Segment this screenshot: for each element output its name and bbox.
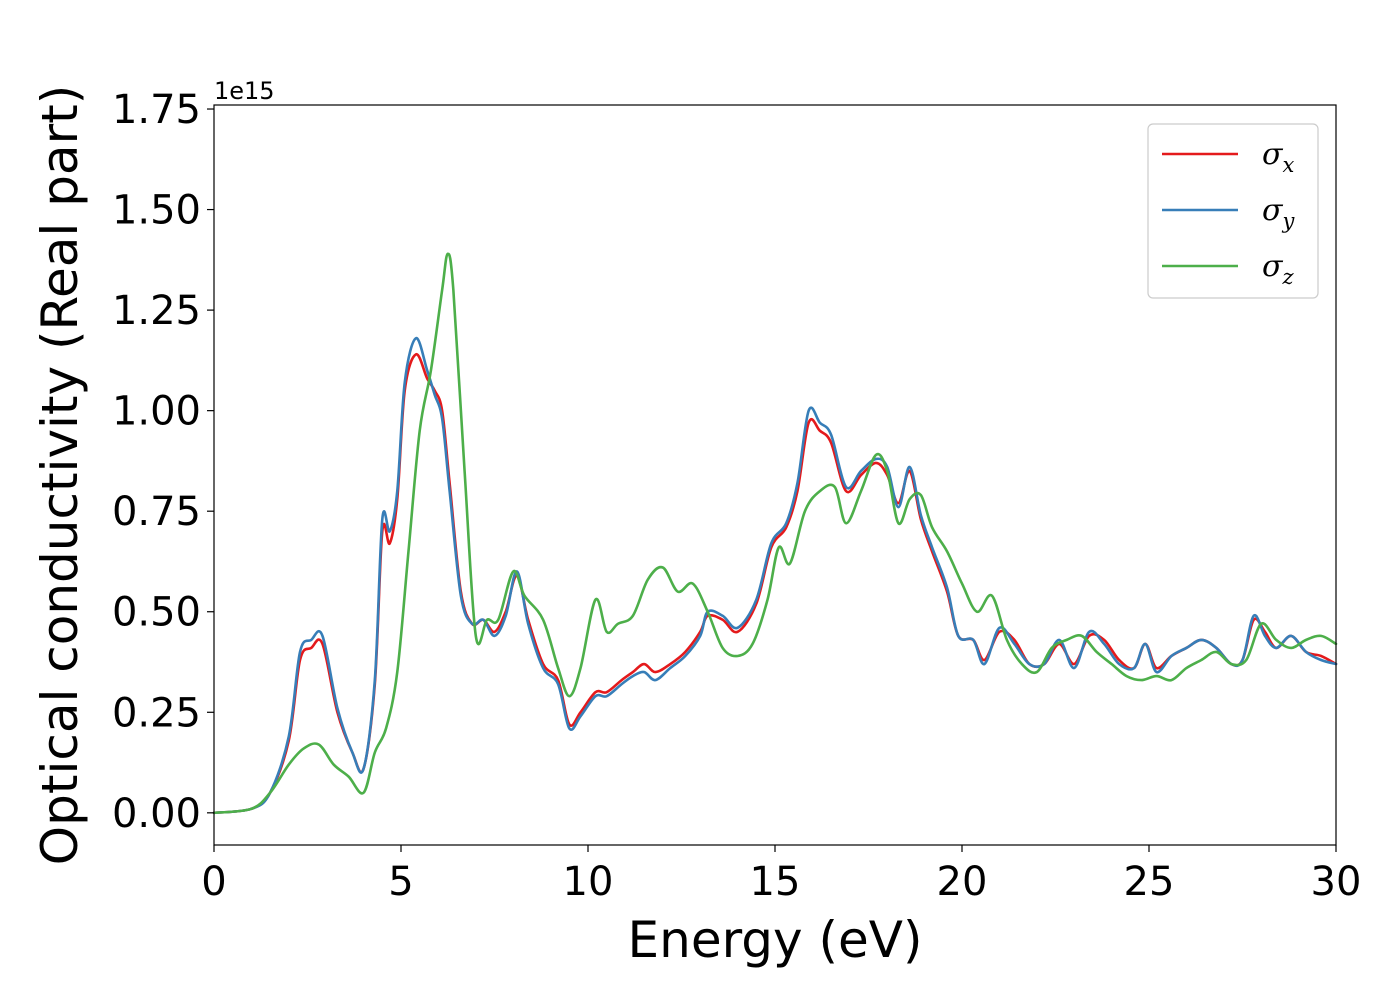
series-layer [212, 252, 1338, 815]
y-tick-label: 0.00 [112, 791, 201, 837]
y-axis: 0.00 0.25 0.50 0.75 1.00 1.25 1.50 1.75 [112, 87, 214, 837]
y-tick-label: 0.75 [112, 489, 201, 535]
x-tick-label: 30 [1311, 859, 1362, 905]
series-line-sigma-y [212, 336, 1338, 815]
x-tick-label: 20 [937, 859, 988, 905]
x-axis: 0 5 10 15 20 25 30 [201, 845, 1361, 905]
legend-label-sigma-z: σz [1262, 249, 1294, 289]
y-tick-label: 1.00 [112, 389, 201, 435]
x-tick-label: 15 [750, 859, 801, 905]
series-line-sigma-z [212, 252, 1338, 815]
y-tick-label: 1.25 [112, 288, 201, 334]
x-tick-label: 25 [1124, 859, 1175, 905]
x-tick-label: 0 [201, 859, 226, 905]
x-tick-label: 10 [563, 859, 614, 905]
y-tick-label: 0.50 [112, 590, 201, 636]
y-axis-label: Optical conductivity (Real part) [31, 85, 89, 866]
legend: σx σy σz [1147, 123, 1319, 299]
y-tick-label: 0.25 [112, 690, 201, 736]
y-offset-text: 1e15 [214, 77, 275, 105]
y-tick-label: 1.50 [112, 188, 201, 234]
x-axis-label: Energy (eV) [628, 911, 923, 969]
legend-label-sigma-x: σx [1262, 137, 1294, 177]
x-tick-label: 5 [388, 859, 413, 905]
y-tick-label: 1.75 [112, 87, 201, 133]
legend-label-sigma-y: σy [1262, 193, 1295, 233]
